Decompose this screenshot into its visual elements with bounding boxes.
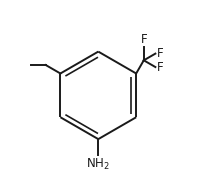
- Text: F: F: [157, 47, 164, 60]
- Text: F: F: [140, 33, 147, 46]
- Text: F: F: [157, 60, 164, 73]
- Text: NH$_2$: NH$_2$: [86, 157, 110, 172]
